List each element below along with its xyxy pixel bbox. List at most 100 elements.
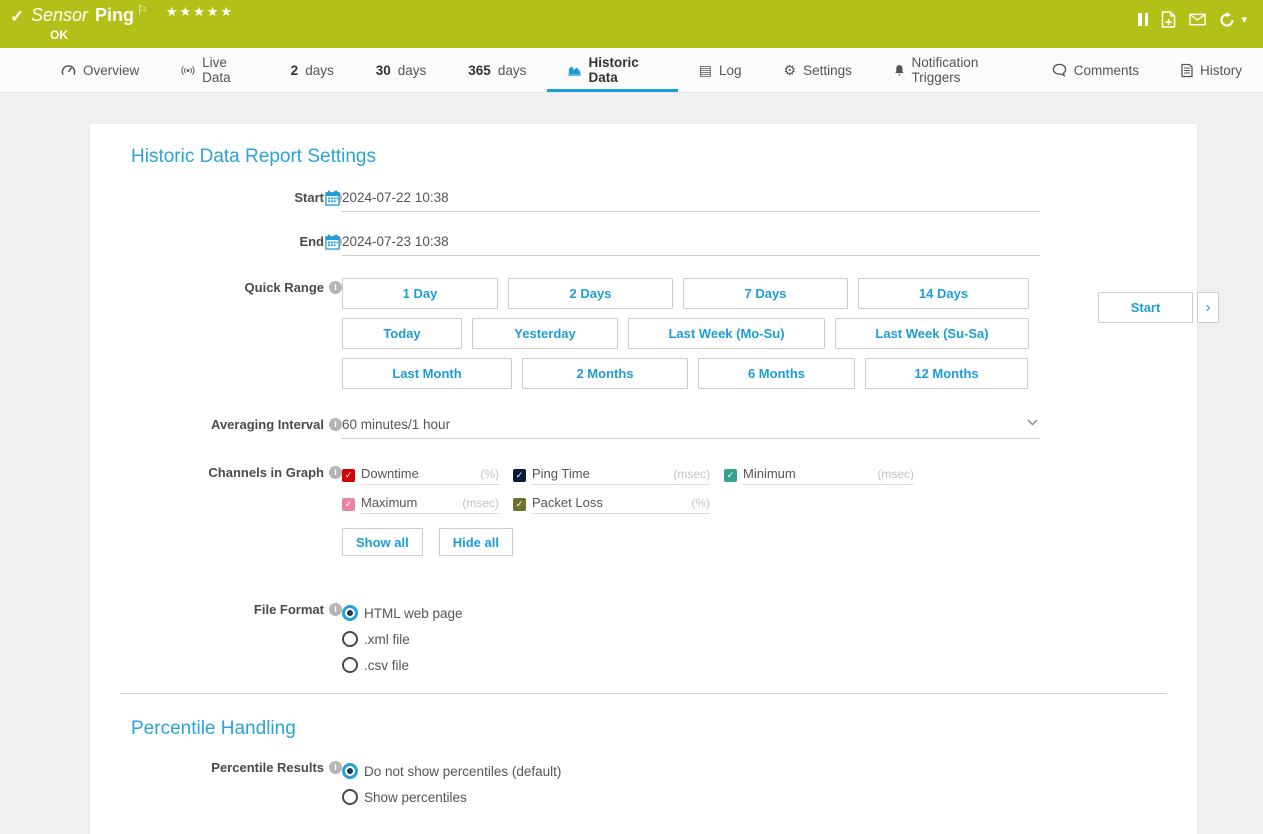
option-label: Show percentiles: [364, 789, 467, 805]
section-title-percentile: Percentile Handling: [131, 718, 296, 739]
tab-label: Comments: [1073, 62, 1139, 78]
channel-checkbox[interactable]: ✓: [513, 469, 526, 482]
quick-range-14-days-button[interactable]: 14 Days: [858, 278, 1029, 309]
sensor-name: Ping: [95, 5, 135, 25]
info-icon[interactable]: i: [329, 281, 342, 294]
option-label: HTML web page: [364, 605, 463, 621]
quick-range-yesterday-button[interactable]: Yesterday: [472, 318, 618, 349]
file-format-option-html[interactable]: HTML web page: [342, 600, 1040, 626]
percentile-option-hide[interactable]: Do not show percentiles (default): [342, 758, 1040, 784]
tab-log[interactable]: ▤ Log: [678, 48, 763, 92]
radio-icon: [342, 631, 358, 647]
historic-data-panel: Historic Data Report Settings Start i 20…: [90, 124, 1197, 834]
start-report-button[interactable]: Start: [1098, 292, 1193, 323]
radio-selected-icon: [342, 605, 358, 621]
quick-range-row: Quick Range i 1 Day 2 Days 7 Days 14 Day…: [120, 278, 1167, 389]
quick-range-1-day-button[interactable]: 1 Day: [342, 278, 498, 309]
tab-label: Notification Triggers: [911, 55, 979, 85]
sensor-tabbar: Overview Live Data 2 days 30 days 365 da…: [0, 48, 1263, 93]
broadcast-icon: [181, 65, 195, 75]
log-icon: ▤: [698, 62, 712, 78]
show-all-button[interactable]: Show all: [342, 528, 423, 556]
section-title-report-settings: Historic Data Report Settings: [131, 146, 376, 167]
channel-name: Downtime: [361, 466, 419, 481]
radio-icon: [342, 789, 358, 805]
section-divider: [120, 693, 1167, 694]
quick-range-2-months-button[interactable]: 2 Months: [522, 358, 688, 389]
channel-checkbox[interactable]: ✓: [342, 469, 355, 482]
gauge-icon: [61, 64, 76, 75]
averaging-interval-label: Averaging Interval: [211, 417, 324, 432]
calendar-icon: [325, 190, 340, 206]
quick-range-12-months-button[interactable]: 12 Months: [865, 358, 1028, 389]
hide-all-button[interactable]: Hide all: [438, 528, 513, 556]
quick-range-2-days-button[interactable]: 2 Days: [508, 278, 673, 309]
tab-number: 2: [290, 62, 299, 78]
tab-live-data[interactable]: Live Data: [160, 48, 269, 92]
refresh-button[interactable]: [1219, 11, 1235, 28]
envelope-icon: [1189, 13, 1207, 26]
end-date-input[interactable]: 2024-07-23 10:38: [342, 232, 1040, 256]
channel-unit: (msec): [462, 496, 499, 510]
percentile-option-show[interactable]: Show percentiles: [342, 784, 1040, 810]
priority-stars[interactable]: ★★★★★: [165, 4, 235, 19]
tab-label: days: [305, 62, 334, 78]
quick-range-last-week-mo-su-button[interactable]: Last Week (Mo-Su): [628, 318, 825, 349]
tab-number: 30: [375, 62, 391, 78]
tab-notification-triggers[interactable]: Notification Triggers: [873, 48, 1031, 92]
start-label: Start: [294, 190, 324, 205]
tab-settings[interactable]: ⚙ Settings: [763, 48, 873, 92]
quick-range-7-days-button[interactable]: 7 Days: [683, 278, 848, 309]
pause-button[interactable]: [1138, 13, 1149, 26]
channel-item-maximum: ✓ Maximum (msec): [342, 495, 499, 514]
tab-comments[interactable]: Comments: [1031, 48, 1160, 92]
tab-overview[interactable]: Overview: [40, 48, 160, 92]
channels-label: Channels in Graph: [208, 465, 324, 480]
file-format-option-csv[interactable]: .csv file: [342, 652, 1040, 678]
pause-icon: [1138, 13, 1149, 26]
tab-label: Overview: [83, 62, 140, 78]
quick-range-today-button[interactable]: Today: [342, 318, 462, 349]
header-actions: ▾: [1138, 11, 1247, 28]
channel-checkbox[interactable]: ✓: [342, 498, 355, 511]
channel-checkbox[interactable]: ✓: [724, 469, 737, 482]
averaging-interval-select[interactable]: 60 minutes/1 hour: [342, 415, 1040, 439]
start-report-controls: Start ›: [1098, 292, 1219, 323]
info-icon[interactable]: i: [329, 466, 342, 479]
priority-flag-icon[interactable]: ⚐: [137, 3, 148, 17]
quick-range-last-week-su-sa-button[interactable]: Last Week (Su-Sa): [835, 318, 1029, 349]
channel-name: Packet Loss: [532, 495, 603, 510]
comment-bubble-icon: [1052, 63, 1066, 77]
email-button[interactable]: [1189, 13, 1207, 26]
file-format-option-xml[interactable]: .xml file: [342, 626, 1040, 652]
info-icon[interactable]: i: [329, 418, 342, 431]
quick-range-last-month-button[interactable]: Last Month: [342, 358, 512, 389]
document-add-icon: [1162, 11, 1176, 28]
tab-365-days[interactable]: 365 days: [447, 48, 547, 92]
averaging-interval-row: Averaging Interval i 60 minutes/1 hour: [120, 415, 1167, 439]
chevron-right-icon: ›: [1205, 299, 1211, 316]
quick-range-6-months-button[interactable]: 6 Months: [698, 358, 855, 389]
tab-historic-data[interactable]: Historic Data: [547, 48, 678, 92]
report-button[interactable]: [1161, 11, 1176, 28]
status-ok-check-icon: ✓: [10, 7, 25, 26]
channel-checkbox[interactable]: ✓: [513, 498, 526, 511]
channel-unit: (%): [691, 496, 710, 510]
quick-range-label: Quick Range: [244, 280, 324, 295]
channel-item-minimum: ✓ Minimum (msec): [724, 466, 914, 485]
tab-history[interactable]: History: [1160, 48, 1263, 92]
info-icon[interactable]: i: [329, 761, 342, 774]
channels-row: Channels in Graph i ✓ Downtime (%) ✓ Ping…: [120, 463, 1167, 556]
refresh-dropdown-caret[interactable]: ▾: [1241, 14, 1247, 26]
tab-30-days[interactable]: 30 days: [355, 48, 448, 92]
channel-item-ping-time: ✓ Ping Time (msec): [513, 466, 710, 485]
option-label: .csv file: [364, 657, 410, 673]
start-next-button[interactable]: ›: [1197, 292, 1219, 323]
tab-label: Settings: [803, 62, 852, 78]
info-icon[interactable]: i: [329, 603, 342, 616]
start-date-input[interactable]: 2024-07-22 10:38: [342, 188, 1040, 212]
channel-item-downtime: ✓ Downtime (%): [342, 466, 499, 485]
channel-name: Minimum: [743, 466, 796, 481]
tab-2-days[interactable]: 2 days: [270, 48, 355, 92]
option-label: Do not show percentiles (default): [364, 763, 562, 779]
